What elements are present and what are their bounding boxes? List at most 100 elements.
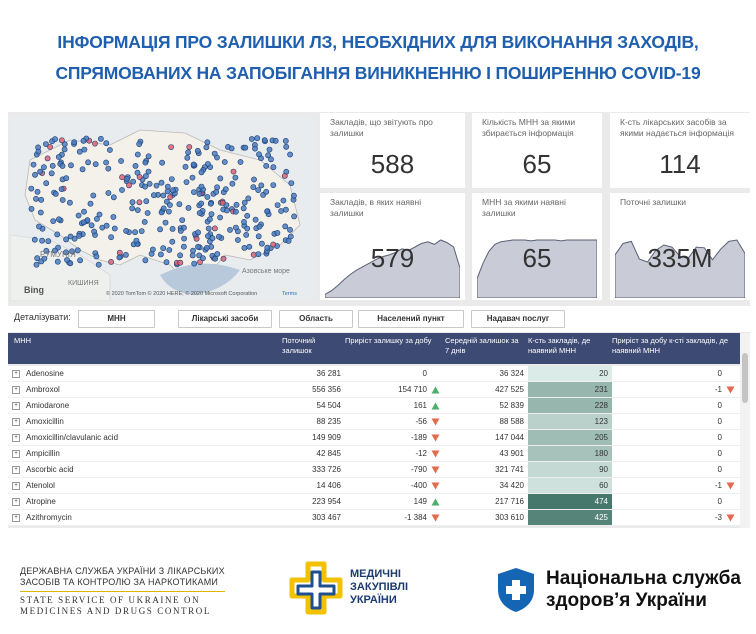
arrow-cell <box>345 446 445 461</box>
facility-dot <box>232 174 239 181</box>
facility-dot <box>282 137 289 144</box>
slicer-button[interactable]: Надавач послуг <box>471 310 565 328</box>
column-header[interactable]: К-сть закладів, де наявний МНН <box>528 336 591 355</box>
facility-dot <box>141 219 148 225</box>
facility-dot <box>193 235 200 242</box>
facility-dot <box>74 247 81 254</box>
facility-dot <box>69 248 75 255</box>
facility-dot <box>52 247 58 254</box>
arrow-down <box>726 482 735 490</box>
table-row[interactable]: + Amiodarone 54 504 161 52 839 228 0 <box>8 398 740 414</box>
table-row[interactable]: + Ampicillin 42 845 -12 43 901 180 0 <box>8 446 740 462</box>
facility-dot <box>283 143 290 150</box>
map-terms[interactable]: Terms <box>282 291 297 297</box>
table-row[interactable]: + Atropine 223 954 149 217 716 474 0 <box>8 494 740 510</box>
table-cell: 36 281 <box>316 369 341 378</box>
facility-dot <box>165 208 172 215</box>
table-row[interactable]: + Adenosine 36 281 0 36 324 20 0 <box>8 366 740 382</box>
facility-dot <box>159 159 165 166</box>
facility-dot <box>251 176 257 183</box>
slicer-button[interactable]: Область <box>279 310 353 328</box>
column-header[interactable]: Приріст за добу к-сті закладів, де наявн… <box>612 336 729 355</box>
expand-icon[interactable]: + <box>12 434 20 442</box>
map-provider: Bing <box>24 285 44 295</box>
table-row[interactable]: + Ascorbic acid 333 726 -790 321 741 90 0 <box>8 462 740 478</box>
facility-dot <box>185 149 191 156</box>
expand-icon[interactable]: + <box>12 466 20 474</box>
facility-dot <box>206 216 213 223</box>
expand-icon[interactable]: + <box>12 482 20 490</box>
facility-dot <box>166 247 173 253</box>
facility-dot <box>142 159 149 166</box>
count-cell-bg <box>528 366 612 381</box>
kpi-value: 588 <box>370 149 415 179</box>
facility-dot <box>241 244 248 251</box>
facility-dot <box>36 223 42 230</box>
facility-dot <box>263 163 270 169</box>
facility-dot <box>270 241 277 248</box>
expand-icon[interactable]: + <box>12 450 20 458</box>
slicer-button[interactable]: Населений пункт <box>358 310 464 328</box>
table-cell: 231 <box>594 385 608 394</box>
facility-dot <box>68 162 74 169</box>
facility-dot <box>43 180 50 187</box>
table-row[interactable]: + Ambroxol 556 356 154 710 427 525 231 -1 <box>8 382 740 398</box>
table-row[interactable]: + Atenolol 14 406 -400 34 420 60 -1 <box>8 478 740 494</box>
facility-dot <box>243 232 250 238</box>
table-row[interactable]: + Amoxicillin 88 235 -56 88 588 123 0 <box>8 414 740 430</box>
facility-dot <box>105 190 112 196</box>
facility-dot <box>71 139 78 146</box>
arrow-cell <box>345 382 445 397</box>
column-header[interactable]: Середній залишок за 7 днів <box>445 336 519 355</box>
expand-icon[interactable]: + <box>12 498 20 506</box>
facility-dot <box>44 155 51 162</box>
dls-text-en: STATE SERVICE OF UKRAINE ON <box>20 595 201 605</box>
table-cell: -1 <box>714 385 722 394</box>
expand-icon[interactable]: + <box>12 386 20 394</box>
facility-dot <box>186 144 193 150</box>
facility-dot <box>80 137 87 144</box>
facility-dot <box>209 235 216 242</box>
slicer-label: Деталізувати: <box>14 312 71 322</box>
map[interactable]: РУМУНІЯ КИШИНЯ Азовське море Bing © 2020… <box>10 115 315 301</box>
column-header[interactable]: Приріст залишку за добу <box>345 336 432 345</box>
scrollbar[interactable] <box>740 333 750 528</box>
facility-dot <box>63 236 69 243</box>
expand-icon[interactable]: + <box>12 418 20 426</box>
facility-dot <box>80 219 87 226</box>
expand-icon[interactable]: + <box>12 370 20 378</box>
expand-icon[interactable]: + <box>12 514 20 522</box>
facility-dot <box>52 191 59 197</box>
facility-dot <box>67 233 74 240</box>
facility-dot <box>158 179 165 186</box>
facility-dot <box>258 240 265 247</box>
facility-dot <box>110 214 117 220</box>
facility-dot <box>191 260 198 267</box>
table-cell: 321 741 <box>495 465 524 474</box>
facility-dot <box>233 201 240 208</box>
expand-icon[interactable]: + <box>12 402 20 410</box>
slicer-button[interactable]: МНН <box>78 310 155 328</box>
scroll-thumb[interactable] <box>742 353 748 403</box>
nszu-line: Національна служба <box>546 568 741 589</box>
table-cell: Amoxicillin/clavulanic acid <box>26 433 119 442</box>
column-header[interactable]: Поточний залишок <box>282 336 316 355</box>
sparkline <box>477 239 597 298</box>
count-cell-bg <box>528 382 612 397</box>
facility-dot <box>39 237 45 244</box>
facility-dot <box>241 199 248 206</box>
facility-dot <box>197 259 203 265</box>
facility-dot <box>150 192 157 199</box>
column-header[interactable]: МНН <box>14 336 32 345</box>
sparkline <box>325 239 460 298</box>
facility-dot <box>110 194 117 201</box>
slicer-button[interactable]: Лікарські засоби <box>178 310 272 328</box>
table-row[interactable]: + Azithromycin 303 467 -1 384 303 610 425 -3 <box>8 510 740 526</box>
dls-text-en: MEDICINES AND DRUGS CONTROL <box>20 606 211 616</box>
table-row[interactable]: + Amoxicillin/clavulanic acid 149 909 -189 1… <box>8 430 740 446</box>
arrow-cell <box>345 462 445 477</box>
table-cell: Amoxicillin <box>26 417 64 426</box>
facility-dot <box>281 173 288 179</box>
facility-dot <box>31 236 38 243</box>
kpi-card: К-сть лікарських засобів за якими надаєт… <box>610 113 750 188</box>
